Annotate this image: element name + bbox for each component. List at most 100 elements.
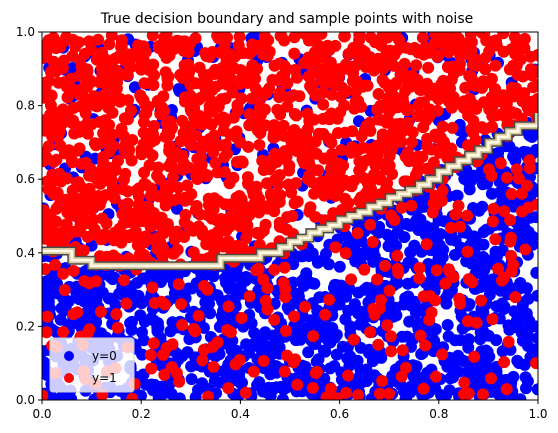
point-y0 [125, 323, 138, 336]
point-y0 [389, 301, 402, 314]
point-y1 [233, 354, 246, 366]
point-y1 [138, 77, 151, 90]
point-y0 [477, 251, 490, 263]
point-y1 [135, 63, 148, 76]
point-y1 [394, 117, 407, 130]
point-y0 [151, 321, 164, 334]
point-y1 [345, 273, 358, 286]
point-y1 [94, 305, 107, 318]
point-y1 [182, 68, 195, 80]
point-y1 [309, 210, 322, 223]
point-y0 [331, 279, 344, 292]
point-y1 [510, 59, 523, 72]
point-y1 [302, 151, 315, 164]
point-y1 [118, 274, 130, 287]
point-y1 [252, 262, 265, 275]
point-y0 [469, 203, 482, 216]
point-y0 [270, 381, 283, 394]
point-y1 [441, 152, 454, 165]
point-y1 [364, 326, 377, 339]
point-y1 [420, 162, 433, 175]
point-y1 [281, 77, 294, 90]
point-y1 [119, 167, 132, 180]
point-y1 [436, 184, 449, 197]
point-y1 [253, 139, 266, 151]
point-y1 [521, 101, 534, 114]
point-y1 [270, 150, 283, 163]
point-y1 [278, 365, 291, 378]
point-y0 [288, 297, 301, 310]
point-y1 [84, 192, 96, 205]
point-y1 [283, 164, 295, 177]
point-y0 [490, 147, 503, 160]
point-y1 [223, 177, 236, 190]
point-y1 [301, 32, 314, 43]
point-y0 [485, 187, 498, 200]
point-y1 [121, 197, 134, 210]
point-y0 [463, 333, 475, 346]
point-y1 [42, 263, 51, 275]
point-y1 [493, 94, 506, 107]
point-y1 [263, 202, 275, 215]
point-y1 [73, 125, 86, 138]
point-y1 [376, 32, 389, 43]
decision-boundary [42, 113, 538, 271]
point-y1 [159, 199, 172, 212]
point-y1 [302, 51, 315, 64]
point-y1 [353, 143, 366, 156]
point-y1 [267, 131, 280, 144]
point-y1 [524, 50, 537, 63]
point-y1 [198, 280, 211, 292]
point-y1 [387, 79, 400, 92]
point-y0 [397, 385, 410, 398]
point-y1 [90, 228, 103, 241]
point-y0 [417, 200, 430, 213]
point-y1 [196, 354, 209, 367]
point-y1 [42, 211, 49, 224]
point-y0 [104, 271, 117, 284]
point-y1 [525, 63, 537, 76]
point-y1 [105, 32, 118, 42]
point-y1 [505, 249, 518, 262]
point-y1 [304, 201, 317, 214]
point-y0 [342, 304, 355, 317]
point-y1 [306, 381, 319, 394]
point-y1 [436, 348, 449, 361]
point-y1 [430, 370, 442, 383]
point-y1 [67, 114, 79, 127]
point-y0 [514, 393, 527, 400]
point-y1 [507, 258, 520, 271]
point-y1 [52, 76, 65, 89]
point-y1 [381, 319, 394, 332]
point-y1 [287, 129, 300, 142]
point-y1 [261, 34, 274, 47]
point-y1 [211, 166, 224, 179]
point-y1 [218, 117, 231, 130]
point-y1 [192, 309, 205, 322]
point-y1 [285, 186, 298, 199]
point-y1 [153, 173, 166, 186]
scatter-points [42, 32, 538, 400]
point-y0 [333, 260, 346, 273]
point-y0 [134, 309, 147, 322]
point-y1 [205, 212, 218, 225]
point-y1 [323, 293, 336, 306]
point-y1 [64, 83, 77, 96]
point-y1 [148, 69, 160, 82]
point-y1 [158, 47, 170, 60]
point-y1 [290, 177, 303, 190]
point-y1 [340, 386, 353, 399]
point-y1 [138, 166, 151, 179]
point-y1 [522, 201, 535, 214]
point-y0 [330, 328, 343, 341]
point-y1 [324, 382, 337, 395]
point-y1 [454, 49, 467, 62]
point-y1 [159, 298, 171, 311]
point-y1 [253, 238, 266, 251]
point-y1 [486, 313, 499, 326]
point-y1 [220, 52, 233, 65]
point-y1 [236, 72, 249, 85]
point-y1 [384, 330, 397, 343]
point-y1 [135, 250, 148, 263]
point-y1 [273, 220, 286, 233]
